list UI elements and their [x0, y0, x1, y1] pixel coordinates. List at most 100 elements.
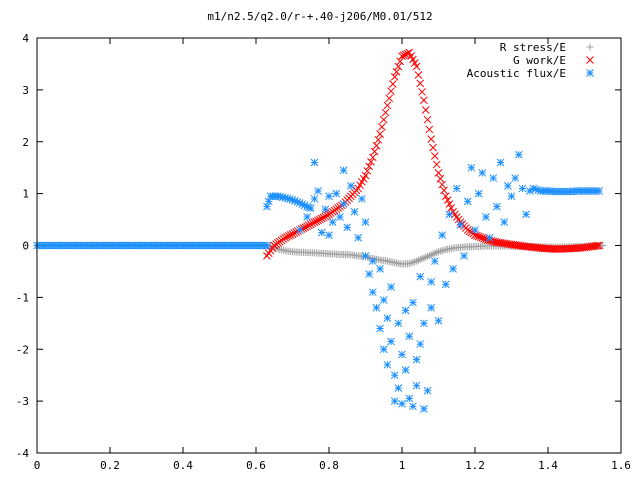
data-point — [336, 213, 344, 221]
data-point — [387, 337, 395, 346]
data-point — [310, 158, 319, 167]
data-point — [298, 200, 307, 209]
data-series — [33, 48, 607, 413]
data-point — [370, 147, 379, 156]
data-point — [531, 185, 540, 194]
data-point — [383, 101, 392, 110]
data-point — [291, 197, 299, 205]
data-point — [368, 257, 377, 265]
data-point — [317, 228, 326, 237]
data-point — [441, 280, 450, 289]
data-point — [276, 192, 285, 201]
data-point — [317, 214, 326, 223]
legend-label: R stress/E — [500, 41, 566, 54]
data-point — [303, 202, 311, 211]
data-point — [303, 222, 311, 231]
data-point — [323, 211, 332, 220]
data-point — [496, 158, 505, 167]
data-point — [409, 298, 417, 307]
y-tick-label: 3 — [22, 84, 29, 97]
data-point — [449, 264, 457, 273]
data-point — [500, 218, 509, 227]
data-point — [394, 62, 403, 71]
data-point — [316, 215, 324, 224]
data-point — [401, 366, 410, 374]
data-point — [299, 224, 308, 232]
data-point — [376, 264, 384, 273]
data-point — [363, 167, 372, 175]
data-point — [399, 51, 408, 60]
data-point — [409, 258, 417, 266]
data-point — [314, 187, 322, 195]
data-point — [422, 253, 430, 261]
data-point — [460, 252, 468, 260]
data-point — [308, 219, 317, 228]
data-point — [305, 203, 313, 212]
data-point — [427, 277, 436, 286]
data-point — [411, 258, 419, 266]
data-point — [429, 143, 437, 152]
data-point — [357, 194, 366, 203]
data-point — [405, 394, 414, 403]
series-acoustic-flux-e — [33, 150, 603, 413]
data-point — [405, 332, 414, 341]
data-point — [288, 195, 297, 204]
data-point — [321, 212, 330, 221]
data-point — [368, 288, 377, 297]
data-point — [405, 260, 413, 268]
data-point — [290, 229, 299, 237]
data-point — [264, 197, 273, 206]
data-point — [295, 199, 304, 207]
data-point — [396, 57, 405, 66]
data-point — [529, 184, 538, 193]
x-tick-label: 0.2 — [100, 459, 120, 472]
data-point — [274, 192, 282, 201]
data-point — [390, 371, 399, 380]
data-point — [401, 306, 410, 315]
data-point — [474, 189, 483, 198]
data-point — [306, 220, 315, 229]
x-tick-label: 0.6 — [246, 459, 266, 472]
data-point — [413, 257, 421, 265]
data-point — [493, 202, 501, 211]
data-point — [288, 230, 297, 238]
data-point — [436, 247, 444, 255]
data-point — [278, 193, 287, 202]
data-point — [343, 223, 352, 232]
data-point — [310, 194, 319, 203]
data-point — [412, 381, 421, 390]
data-point — [456, 220, 465, 229]
legend-marker — [586, 56, 594, 64]
data-point — [312, 217, 321, 226]
data-point — [549, 245, 558, 253]
data-point — [284, 232, 293, 240]
data-point — [385, 94, 394, 103]
data-point — [407, 259, 415, 267]
data-point — [303, 213, 311, 221]
data-point — [294, 227, 302, 235]
chart-title: m1/n2.5/q2.0/r-+.40-j206/M0.01/512 — [207, 10, 432, 23]
data-point — [412, 355, 421, 364]
axis-ticks: 0 0.2 0.4 0.6 0.8 1 1.2 1.4 1.6 4 3 2 1 0 -1 -2 -3 -4 — [16, 32, 631, 472]
data-point — [286, 195, 294, 204]
data-point — [511, 174, 520, 182]
data-point — [376, 324, 384, 333]
data-point — [599, 242, 607, 249]
data-point — [438, 231, 447, 239]
data-point — [394, 384, 403, 393]
data-point — [420, 96, 428, 105]
data-point — [595, 241, 603, 250]
data-point — [427, 303, 436, 312]
data-point — [321, 205, 330, 214]
x-tick-label: 1.2 — [465, 459, 485, 472]
data-point — [447, 204, 456, 212]
data-point — [286, 231, 295, 239]
data-point — [424, 252, 432, 260]
data-point — [387, 283, 395, 291]
data-point — [295, 226, 304, 234]
data-point — [354, 233, 363, 242]
data-point — [434, 316, 443, 325]
data-point — [389, 80, 397, 88]
